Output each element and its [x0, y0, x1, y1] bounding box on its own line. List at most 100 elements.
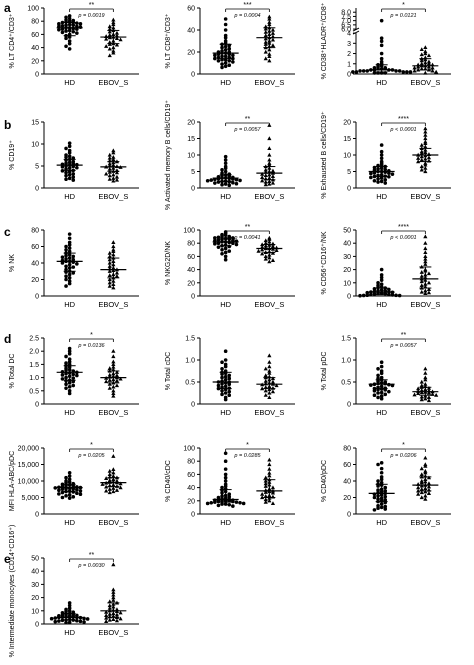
y-tick-label: 30: [31, 582, 39, 589]
x-tick-label: EBOV_S: [98, 518, 128, 527]
data-point-ebov: [423, 493, 428, 498]
data-point-hd: [379, 364, 384, 369]
data-point-hd: [372, 292, 377, 296]
data-point-hd: [67, 603, 72, 608]
data-point-ebov: [114, 383, 120, 388]
y-tick-label: 6.5: [341, 22, 351, 29]
data-point-ebov: [267, 462, 272, 467]
data-point-hd: [64, 382, 68, 387]
p-value: p = 0.0041: [233, 235, 260, 241]
data-point-ebov: [263, 167, 268, 172]
data-point-hd: [64, 170, 68, 175]
data-point-ebov: [114, 488, 120, 492]
data-point-hd: [227, 244, 232, 249]
data-point-hd: [379, 18, 384, 23]
data-point-hd: [379, 505, 384, 510]
y-tick-label: 40: [31, 261, 39, 268]
data-point-ebov: [270, 174, 276, 179]
data-point-hd: [376, 285, 380, 290]
data-point-hd: [379, 480, 384, 485]
data-point-ebov: [104, 488, 109, 493]
data-point-ebov: [270, 385, 276, 390]
data-point-ebov: [263, 241, 268, 245]
data-point-hd: [60, 618, 65, 623]
data-point-hd: [67, 381, 72, 385]
data-point-hd: [71, 23, 76, 27]
data-point-hd: [234, 242, 239, 247]
data-point-ebov: [423, 489, 428, 494]
data-point-hd: [220, 54, 224, 59]
data-point-ebov: [107, 152, 112, 157]
data-point-ebov: [111, 388, 116, 393]
data-point-ebov: [107, 257, 112, 262]
data-point-ebov: [263, 490, 268, 494]
data-point-hd: [372, 178, 377, 183]
y-tick-label: 10: [31, 142, 39, 149]
y-tick-label: 20: [187, 280, 195, 287]
data-point-ebov: [426, 64, 432, 69]
data-point-hd: [71, 254, 76, 259]
data-point-hd: [213, 242, 217, 246]
data-point-ebov: [104, 619, 109, 623]
data-point-hd: [67, 385, 72, 389]
data-point-hd: [64, 253, 68, 258]
data-point-hd: [231, 56, 235, 61]
data-point-hd: [376, 497, 380, 501]
data-point-ebov: [267, 255, 272, 260]
data-point-ebov: [426, 484, 432, 489]
data-point-hd: [67, 39, 72, 43]
y-tick-label: 0: [35, 294, 39, 301]
data-point-hd: [78, 489, 83, 493]
data-point-hd: [67, 144, 72, 148]
data-point-ebov: [423, 141, 428, 146]
data-point-ebov: [260, 244, 265, 249]
y-tick-label: 1: [347, 61, 351, 68]
panel-letter-b: b: [4, 118, 11, 132]
data-point-ebov: [267, 237, 272, 241]
data-point-ebov: [107, 250, 112, 255]
data-point-ebov: [263, 484, 268, 488]
data-point-hd: [376, 484, 380, 488]
data-point-hd: [220, 372, 224, 376]
data-point-ebov: [107, 599, 112, 604]
y-tick-label: 20: [31, 58, 39, 65]
data-point-hd: [71, 383, 76, 388]
data-point-ebov: [423, 241, 428, 245]
data-point-ebov: [270, 258, 276, 262]
data-point-hd: [82, 616, 86, 621]
data-point-ebov: [419, 388, 424, 392]
data-point-hd: [241, 501, 246, 506]
data-point-ebov: [111, 172, 116, 177]
data-point-ebov: [423, 166, 428, 170]
y-tick-label: 100: [183, 228, 195, 235]
data-point-ebov: [267, 368, 272, 373]
data-point-ebov: [412, 392, 417, 397]
data-point-hd: [379, 143, 384, 147]
data-point-ebov: [263, 179, 268, 184]
data-point-ebov: [416, 488, 421, 493]
data-point-hd: [383, 167, 388, 172]
data-point-ebov: [256, 248, 261, 253]
data-point-hd: [376, 462, 380, 467]
data-point-hd: [354, 70, 359, 74]
y-tick-label: 10,000: [18, 479, 40, 486]
data-point-hd: [209, 500, 214, 505]
data-point-hd: [67, 154, 72, 159]
sig-stars: ****: [398, 224, 409, 231]
data-point-ebov: [107, 53, 112, 58]
y-axis-label: % Activated memory B cells/CD19⁺: [165, 100, 172, 210]
data-point-ebov: [263, 393, 268, 397]
data-point-hd: [67, 474, 72, 478]
data-point-ebov: [267, 498, 272, 503]
data-point-hd: [238, 178, 242, 183]
data-point-hd: [220, 234, 224, 238]
p-value: p = 0.0205: [77, 453, 105, 459]
data-point-ebov: [263, 26, 268, 31]
data-point-hd: [379, 43, 384, 48]
data-point-hd: [57, 22, 61, 26]
y-axis-label: % Intermediate monocytes (CD14⁺CD16⁺): [9, 525, 16, 658]
sig-stars: **: [401, 332, 407, 339]
data-point-hd: [64, 620, 68, 625]
data-point-ebov: [111, 393, 116, 398]
data-point-hd: [379, 149, 384, 154]
